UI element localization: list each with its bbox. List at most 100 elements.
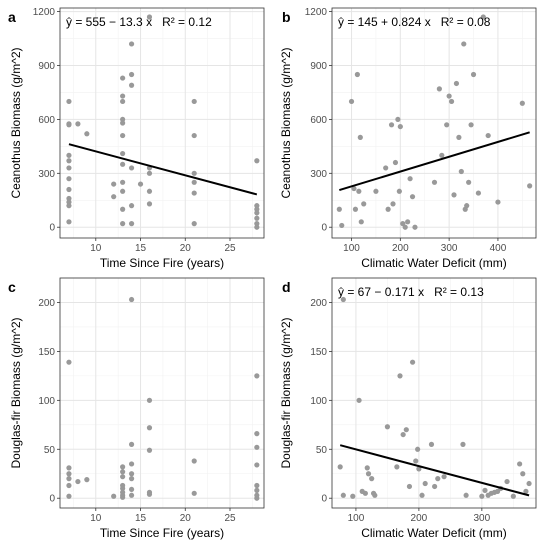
data-point bbox=[128, 492, 135, 498]
data-point bbox=[191, 179, 197, 185]
plot-background bbox=[332, 8, 536, 238]
y-tick-label: 100 bbox=[310, 396, 327, 407]
data-point bbox=[369, 476, 375, 482]
data-point bbox=[354, 71, 360, 78]
y-tick-label: 900 bbox=[310, 61, 327, 72]
data-point bbox=[254, 487, 260, 493]
data-point bbox=[146, 188, 153, 194]
data-point bbox=[120, 75, 126, 81]
data-point bbox=[66, 359, 72, 365]
data-point bbox=[128, 41, 135, 47]
data-point bbox=[66, 471, 72, 477]
data-point bbox=[339, 222, 345, 229]
x-tick-label: 200 bbox=[392, 243, 409, 254]
y-tick-label: 200 bbox=[38, 298, 55, 309]
panel-letter: c bbox=[8, 279, 16, 295]
data-point bbox=[66, 158, 72, 164]
regression-equation: ŷ = 67 − 0.171 x R² = 0.13 bbox=[338, 285, 484, 299]
data-point bbox=[120, 464, 126, 470]
x-tick-label: 25 bbox=[224, 243, 236, 254]
data-point bbox=[191, 221, 197, 227]
data-point bbox=[383, 165, 389, 171]
data-point bbox=[458, 168, 464, 175]
panel-letter: a bbox=[8, 9, 16, 25]
data-point bbox=[111, 493, 117, 499]
y-axis-title: Douglas-fir Biomass (g/m^2) bbox=[9, 317, 23, 468]
data-point bbox=[405, 219, 411, 225]
data-point bbox=[191, 490, 197, 496]
data-point bbox=[412, 224, 418, 230]
x-tick-label: 300 bbox=[441, 243, 458, 254]
data-point bbox=[453, 80, 460, 87]
data-point bbox=[66, 493, 72, 499]
data-point bbox=[397, 123, 403, 130]
data-point bbox=[128, 486, 135, 493]
data-point bbox=[337, 464, 343, 470]
data-point bbox=[384, 424, 391, 430]
data-point bbox=[66, 98, 72, 105]
data-point bbox=[340, 492, 346, 498]
panel-a: 10 15 20 25 0 300 600 900 1200 ŷ = 555 − 13.3 x R… bbox=[8, 7, 265, 270]
data-point bbox=[461, 41, 467, 47]
plot-background bbox=[60, 8, 264, 238]
data-point bbox=[254, 203, 260, 209]
data-point bbox=[358, 219, 364, 225]
y-tick-label: 600 bbox=[310, 115, 327, 126]
data-point bbox=[146, 447, 153, 453]
data-point bbox=[460, 441, 466, 447]
data-point bbox=[254, 224, 260, 230]
data-point bbox=[409, 359, 416, 365]
data-point bbox=[479, 493, 485, 499]
x-axis-title: Time Since Fire (years) bbox=[100, 526, 224, 540]
data-point bbox=[75, 121, 81, 127]
data-point bbox=[120, 161, 126, 167]
data-point bbox=[120, 98, 126, 105]
y-tick-label: 0 bbox=[49, 494, 55, 505]
data-point bbox=[254, 210, 260, 216]
data-point bbox=[128, 82, 135, 88]
data-point bbox=[146, 14, 153, 20]
data-point bbox=[466, 179, 472, 185]
data-point bbox=[475, 190, 482, 196]
x-tick-label: 15 bbox=[135, 243, 147, 254]
plot-border bbox=[331, 277, 537, 509]
y-axis-title: Douglas-fir Biomass (g/m^2) bbox=[279, 317, 293, 468]
data-point bbox=[191, 132, 197, 139]
data-point bbox=[66, 186, 72, 193]
data-point bbox=[340, 296, 346, 303]
x-tick-label: 15 bbox=[135, 513, 147, 524]
data-point bbox=[120, 494, 126, 500]
y-tick-label: 1200 bbox=[305, 7, 328, 18]
data-point bbox=[356, 188, 362, 194]
data-point bbox=[357, 134, 363, 140]
data-point bbox=[431, 179, 438, 185]
y-tick-label: 900 bbox=[38, 61, 55, 72]
data-point bbox=[66, 203, 72, 209]
data-point bbox=[128, 441, 135, 447]
y-tick-label: 1200 bbox=[33, 7, 56, 18]
data-point bbox=[388, 122, 395, 128]
regression-line bbox=[339, 131, 530, 192]
y-axis-title: Ceanothus Biomass (g/m^2) bbox=[9, 47, 23, 198]
data-point bbox=[128, 461, 135, 467]
data-point bbox=[120, 206, 126, 212]
data-point bbox=[416, 466, 422, 472]
data-point bbox=[523, 488, 529, 494]
panel-letter: d bbox=[282, 279, 291, 295]
data-point bbox=[254, 158, 260, 164]
data-point bbox=[385, 206, 391, 212]
data-point bbox=[75, 478, 81, 485]
data-point bbox=[350, 493, 356, 499]
data-point bbox=[527, 183, 533, 189]
regression-equation: ŷ = 145 + 0.824 x R² = 0.08 bbox=[338, 15, 491, 29]
data-point bbox=[128, 296, 135, 303]
y-tick-label: 150 bbox=[310, 347, 327, 358]
data-point bbox=[520, 471, 526, 477]
data-point bbox=[191, 458, 197, 464]
data-point bbox=[419, 492, 425, 498]
data-point bbox=[120, 120, 126, 126]
data-point bbox=[254, 462, 260, 468]
x-tick-label: 20 bbox=[180, 513, 192, 524]
data-point bbox=[146, 397, 153, 403]
y-tick-label: 50 bbox=[44, 445, 56, 456]
